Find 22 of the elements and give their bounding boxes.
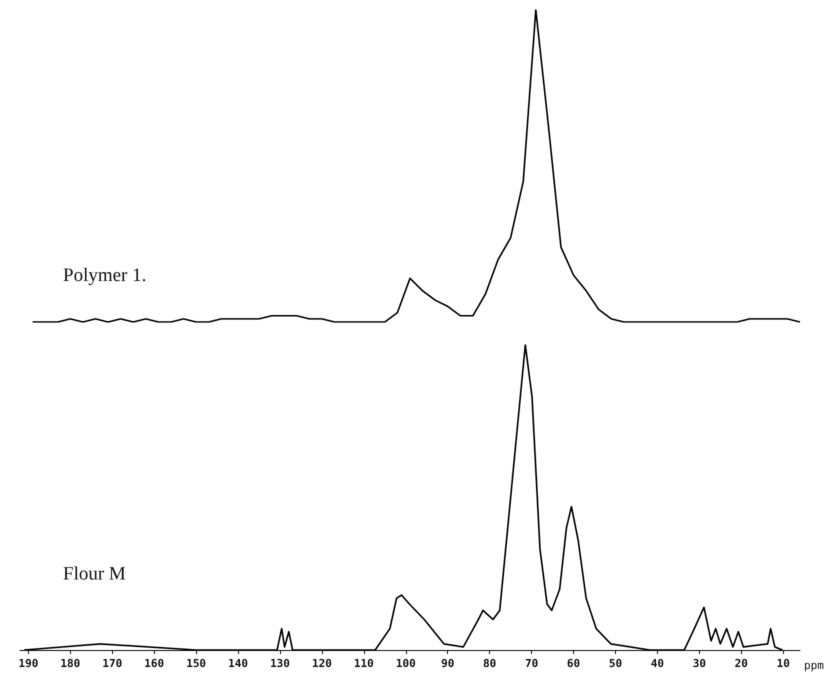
x-tick-label: 100 [396, 657, 416, 670]
x-tick-label: 130 [270, 657, 290, 670]
x-tick-label: 190 [18, 657, 38, 670]
x-tick-label: 120 [312, 657, 332, 670]
text: Flour M [63, 564, 126, 585]
x-tick-label: 180 [60, 657, 80, 670]
x-tick-label: 110 [354, 657, 374, 670]
x-tick-label: 40 [650, 657, 664, 670]
x-tick-label: 10 [776, 657, 790, 670]
x-tick-label: 70 [524, 657, 538, 670]
x-tick-label: 140 [228, 657, 248, 670]
x-tick-label: 20 [734, 657, 748, 670]
x-tick-label: 80 [483, 657, 496, 670]
x-tick-label: 50 [608, 657, 622, 670]
series-label: Polymer 1. [63, 264, 146, 286]
x-tick-label: 60 [566, 657, 580, 670]
x-tick-label: 170 [102, 657, 122, 670]
x-axis-title: ppm [804, 659, 824, 672]
x-tick-label: 90 [441, 657, 454, 670]
x-tick-label: 150 [186, 657, 206, 670]
x-tick-label: 30 [692, 657, 706, 670]
x-tick-label: 160 [144, 657, 164, 670]
